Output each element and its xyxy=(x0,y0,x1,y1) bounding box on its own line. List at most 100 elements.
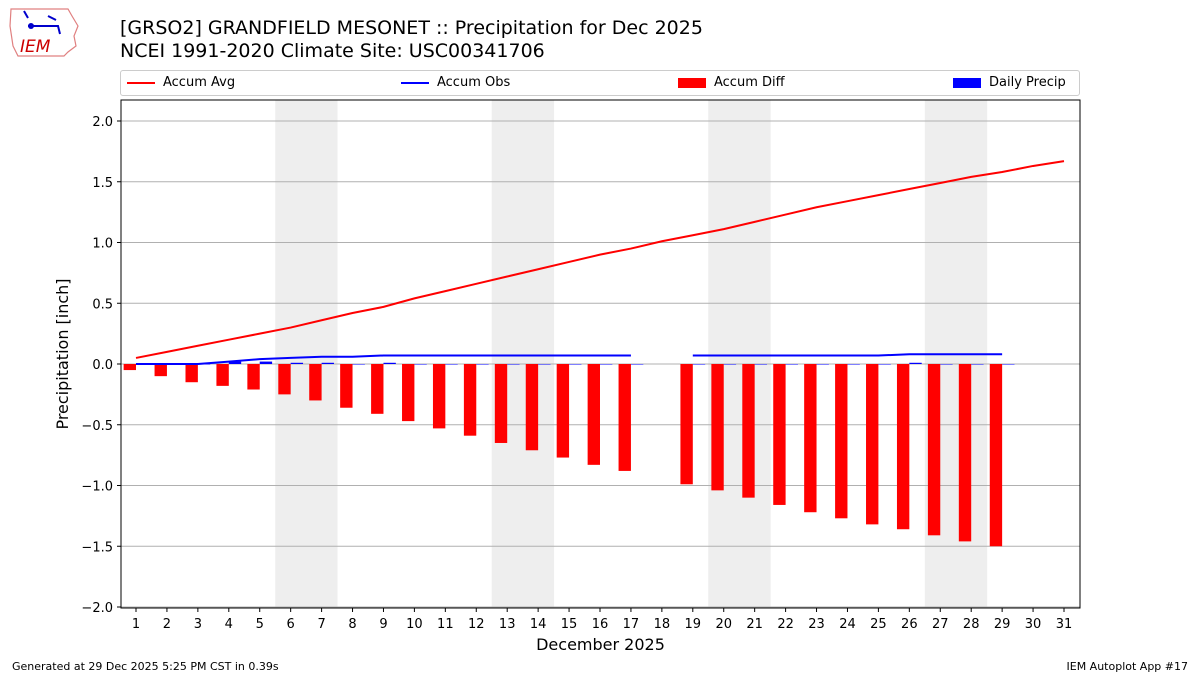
x-tick-label: 31 xyxy=(1056,617,1073,632)
y-tick-label: −1.0 xyxy=(81,480,113,495)
footer-generated: Generated at 29 Dec 2025 5:25 PM CST in … xyxy=(12,660,279,673)
x-tick-label: 8 xyxy=(348,617,356,632)
chart-subtitle: NCEI 1991-2020 Climate Site: USC00341706 xyxy=(120,40,545,62)
x-tick-label: 29 xyxy=(994,617,1011,632)
x-tick-label: 17 xyxy=(623,617,640,632)
x-tick-label: 21 xyxy=(746,617,763,632)
daily-precip-bar xyxy=(940,364,953,365)
accum-diff-bar xyxy=(371,364,384,414)
accum-diff-bar xyxy=(494,364,508,443)
accum-diff-bar xyxy=(556,364,570,458)
accum-diff-bar xyxy=(618,364,631,471)
plot-frame xyxy=(120,99,1081,609)
x-tick-label: 26 xyxy=(901,617,918,632)
legend-accum-obs: Accum Obs xyxy=(401,75,510,90)
x-tick-label: 4 xyxy=(225,617,233,632)
x-tick-label: 3 xyxy=(194,617,202,632)
x-tick-label: 27 xyxy=(932,617,949,632)
x-tick-label: 15 xyxy=(561,617,578,632)
daily-precip-bar xyxy=(538,364,551,365)
y-tick-label: 0.0 xyxy=(92,358,113,373)
accum-diff-bar xyxy=(278,364,291,395)
x-tick-label: 7 xyxy=(317,617,325,632)
accum-diff-bar xyxy=(525,364,539,451)
y-tick-label: −1.5 xyxy=(81,540,113,555)
x-tick-label: 9 xyxy=(379,617,387,632)
x-tick-label: 25 xyxy=(870,617,887,632)
weekend-shade xyxy=(522,100,555,608)
daily-precip-bar xyxy=(971,364,984,365)
daily-precip-bar xyxy=(785,364,798,365)
daily-precip-bar xyxy=(878,364,891,365)
accum-diff-bar xyxy=(340,364,353,408)
accum-diff-bar xyxy=(927,364,941,536)
accum-diff-bar xyxy=(711,364,724,491)
x-tick-label: 23 xyxy=(808,617,825,632)
weekend-shade xyxy=(708,100,740,608)
daily-precip-bar xyxy=(476,364,489,365)
accum-diff-bar xyxy=(742,364,755,498)
daily-precip-bar xyxy=(259,361,273,364)
daily-precip-bar xyxy=(754,364,768,365)
accum-diff-bar xyxy=(185,364,198,383)
x-tick-label: 10 xyxy=(406,617,423,632)
daily-precip-bar xyxy=(569,364,582,365)
daily-precip-bar xyxy=(290,362,304,364)
x-tick-label: 20 xyxy=(715,617,732,632)
x-tick-label: 14 xyxy=(530,617,547,632)
x-tick-label: 6 xyxy=(287,617,295,632)
daily-precip-bar xyxy=(1002,364,1015,365)
accum-diff-bar xyxy=(680,364,693,485)
weekend-shade xyxy=(491,100,524,608)
accum-diff-bar xyxy=(896,364,910,530)
accum-obs-line xyxy=(136,353,1003,365)
x-tick-label: 24 xyxy=(839,617,856,632)
x-tick-label: 22 xyxy=(777,617,794,632)
accum-diff-bar xyxy=(247,364,260,390)
accum-diff-bar xyxy=(154,364,167,377)
x-tick-label: 16 xyxy=(592,617,609,632)
accum-diff-bar xyxy=(587,364,600,465)
accum-diff-bar xyxy=(432,364,446,429)
legend-accum-diff: Accum Diff xyxy=(678,75,785,90)
accum-diff-bar xyxy=(866,364,879,525)
accum-diff-bar xyxy=(989,364,1003,547)
footer-app: IEM Autoplot App #17 xyxy=(1066,660,1189,673)
accum-diff-bar xyxy=(123,364,136,371)
x-tick-label: 11 xyxy=(437,617,454,632)
daily-precip-bar xyxy=(847,364,860,365)
daily-precip-bar xyxy=(692,364,706,365)
x-tick-label: 12 xyxy=(468,617,485,632)
y-tick-label: −0.5 xyxy=(81,419,113,434)
daily-precip-bar xyxy=(445,364,458,365)
weekend-shade xyxy=(275,100,307,608)
daily-precip-bar xyxy=(909,362,922,364)
weekend-shade xyxy=(306,100,338,608)
accum-avg-line xyxy=(135,160,1065,359)
daily-precip-bar xyxy=(228,361,242,364)
x-tick-label: 2 xyxy=(163,617,171,632)
accum-diff-bar xyxy=(804,364,817,513)
x-tick-label: 1 xyxy=(132,617,140,632)
x-tick-label: 30 xyxy=(1025,617,1042,632)
daily-precip-bar xyxy=(321,362,334,364)
chart-title: [GRSO2] GRANDFIELD MESONET :: Precipitat… xyxy=(120,17,703,39)
legend: Accum Avg Accum Obs Accum Diff Daily Pre… xyxy=(120,70,1080,96)
daily-precip-bar xyxy=(816,364,829,365)
y-axis-label: Precipitation [inch] xyxy=(53,278,72,429)
accum-diff-bar xyxy=(958,364,972,542)
iem-logo: IEM xyxy=(9,8,79,57)
x-tick-label: 13 xyxy=(499,617,516,632)
accum-diff-bar xyxy=(216,364,229,386)
accum-diff-bar xyxy=(773,364,786,505)
daily-precip-bar xyxy=(723,364,737,365)
daily-precip-bar xyxy=(507,364,520,365)
daily-precip-bar xyxy=(352,364,365,365)
daily-precip-bar xyxy=(383,362,396,364)
x-tick-label: 28 xyxy=(963,617,980,632)
daily-precip-bar xyxy=(630,364,644,365)
daily-precip-bar xyxy=(600,364,613,365)
weekend-shade xyxy=(739,100,771,608)
